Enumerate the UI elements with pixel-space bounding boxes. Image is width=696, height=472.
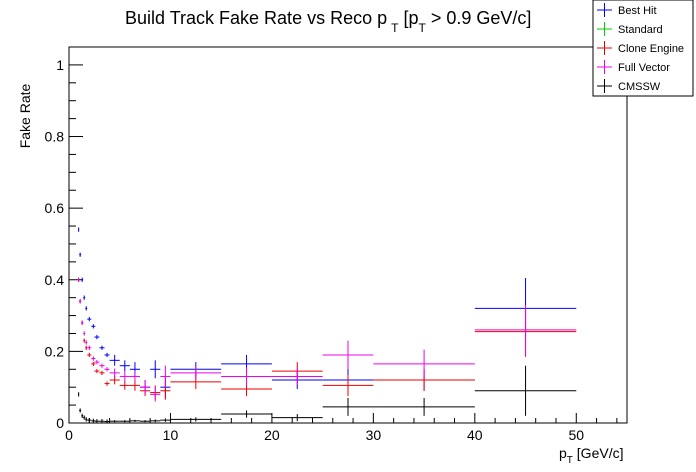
data-point [94,334,100,340]
data-point [373,349,475,379]
data-point [474,365,577,416]
x-tick-label: 40 [467,427,483,443]
data-point [119,371,130,382]
y-tick-label: 0.6 [45,200,65,216]
data-point [160,418,171,422]
y-tick-label: 0.4 [45,272,65,288]
data-point [81,277,84,282]
data-point [474,304,577,355]
data-point [94,419,100,423]
data-point [109,368,120,378]
x-tick-label: 20 [264,427,280,443]
data-point [104,352,110,358]
data-point [109,354,120,366]
data-point [271,367,323,386]
legend: Best Hit Standard Clone Engine Full Vector C… [592,0,694,97]
legend-entry: Clone Engine [597,41,684,55]
data-point [87,417,92,423]
data-point [81,320,84,325]
y-tick-label: 0 [56,415,64,431]
data-point [104,381,110,386]
data-point [99,370,105,376]
data-point [83,331,86,336]
data-point [322,397,374,416]
data-point [79,299,82,304]
data-point [373,397,475,416]
data-point [99,419,105,423]
x-tick-label: 50 [568,427,584,443]
x-tick-label: 10 [163,427,179,443]
data-point [85,306,88,311]
data-point [78,392,80,397]
x-tick-label: 0 [65,427,73,443]
legend-entry: Full Vector [597,60,670,74]
data-point [170,365,222,381]
data-point [78,227,80,232]
data-point [99,345,105,350]
data-point [87,345,92,350]
x-axis-label: pT [GeV/c] [559,445,623,466]
data-point [79,252,82,257]
data-point [221,367,272,386]
legend-entry: Standard [597,22,663,36]
data-point [104,367,110,372]
data-point [109,420,120,423]
data-point [160,365,171,388]
data-point [94,368,100,374]
series-cmssw [78,365,577,423]
data-point [87,317,92,322]
x-tick-label: 30 [366,427,382,443]
legend-entries: Best Hit Standard Clone Engine Full Vector C… [597,3,684,93]
data-point [104,419,110,423]
data-point [91,324,96,329]
data-point [83,295,86,300]
legend-label: Standard [618,24,663,36]
data-point [91,356,96,361]
y-tick-label: 0.8 [45,129,65,145]
data-point [78,277,80,282]
data-point [85,340,88,345]
data-point [119,381,130,390]
data-point [94,359,100,365]
data-point [99,363,105,368]
data-point [81,413,84,418]
data-point [87,352,92,358]
data-point [221,410,272,418]
data-point [322,340,374,370]
legend-label: Best Hit [618,5,657,17]
plot-frame [68,46,628,424]
data-point [129,419,141,422]
data-point [322,374,374,397]
legend-label: Clone Engine [618,43,684,55]
data-point [79,408,82,413]
legend-entry: CMSSW [597,79,661,93]
plot-area [78,227,577,423]
data-point [140,380,151,395]
data-point [271,414,323,422]
data-point [85,345,88,350]
legend-label: Full Vector [618,62,670,74]
series-full-vector [78,277,577,402]
data-point [129,371,141,382]
legend-entry: Best Hit [597,3,657,17]
y-tick-label: 1 [56,57,64,73]
data-point [150,360,161,379]
data-point [140,420,151,423]
data-point [119,360,130,372]
legend-label: CMSSW [618,81,661,93]
data-point [83,415,86,420]
y-tick-label: 0.2 [45,343,65,359]
data-point [150,419,161,423]
data-point [170,417,222,422]
y-axis-label: Fake Rate [17,83,33,148]
data-point [119,420,130,423]
data-point [91,361,96,367]
data-point [85,417,88,422]
data-point [150,387,161,402]
data-point [83,338,86,343]
